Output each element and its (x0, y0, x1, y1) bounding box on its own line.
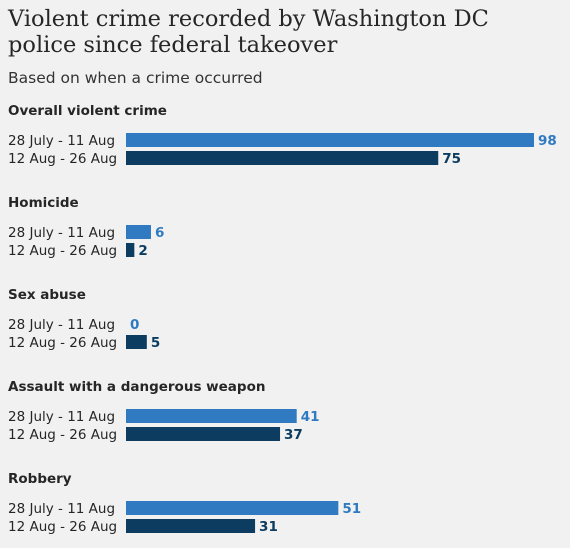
value-label: 98 (538, 133, 557, 149)
value-label: 0 (130, 317, 139, 333)
bar (126, 335, 147, 349)
series-label: 28 July - 11 Aug (8, 317, 115, 333)
value-label: 75 (442, 151, 461, 167)
series-label: 28 July - 11 Aug (8, 409, 115, 425)
series-label: 28 July - 11 Aug (8, 133, 115, 149)
value-label: 37 (284, 427, 303, 443)
chart-subtitle: Based on when a crime occurred (8, 69, 263, 87)
value-label: 2 (138, 243, 147, 259)
bar (126, 409, 297, 423)
series-label: 28 July - 11 Aug (8, 501, 115, 517)
series-label: 12 Aug - 26 Aug (8, 519, 117, 535)
series-label: 12 Aug - 26 Aug (8, 243, 117, 259)
bar (126, 427, 281, 441)
category-title: Homicide (8, 195, 79, 211)
bar (126, 151, 439, 165)
bar (126, 243, 135, 257)
category-title: Overall violent crime (8, 103, 167, 119)
chart-title: Violent crime recorded by Washington DC … (8, 6, 489, 58)
value-label: 31 (259, 519, 278, 535)
category-title: Sex abuse (8, 287, 86, 303)
value-label: 41 (301, 409, 320, 425)
category-title: Robbery (8, 471, 72, 487)
value-label: 6 (155, 225, 164, 241)
series-label: 12 Aug - 26 Aug (8, 427, 117, 443)
bar (126, 133, 534, 147)
series-label: 12 Aug - 26 Aug (8, 151, 117, 167)
bar (126, 225, 151, 239)
bar (126, 519, 256, 533)
bar (126, 501, 339, 515)
series-label: 28 July - 11 Aug (8, 225, 115, 241)
series-label: 12 Aug - 26 Aug (8, 335, 117, 351)
value-label: 51 (342, 501, 361, 517)
value-label: 5 (151, 335, 160, 351)
category-title: Assault with a dangerous weapon (8, 379, 265, 395)
